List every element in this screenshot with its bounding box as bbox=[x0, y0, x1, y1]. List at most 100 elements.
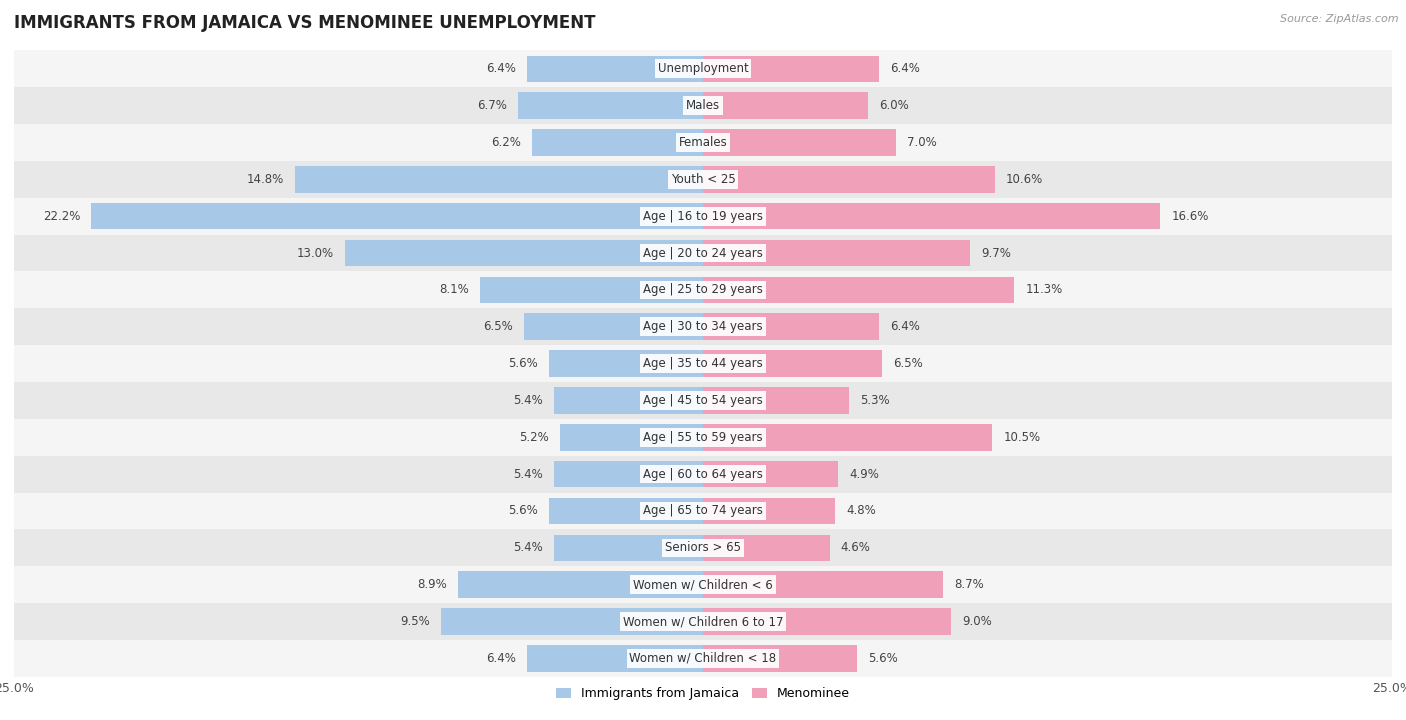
Text: 5.6%: 5.6% bbox=[508, 357, 537, 370]
Bar bbox=[703, 608, 950, 635]
Bar bbox=[703, 498, 835, 524]
Bar bbox=[441, 608, 703, 635]
Text: 6.5%: 6.5% bbox=[484, 320, 513, 333]
Text: 11.3%: 11.3% bbox=[1025, 284, 1063, 297]
Bar bbox=[14, 124, 1392, 161]
Bar bbox=[703, 387, 849, 414]
Bar bbox=[14, 492, 1392, 529]
Bar bbox=[703, 203, 1160, 230]
Text: 5.3%: 5.3% bbox=[860, 394, 890, 407]
Bar bbox=[14, 345, 1392, 382]
Bar bbox=[14, 161, 1392, 198]
Bar bbox=[14, 640, 1392, 677]
Text: 7.0%: 7.0% bbox=[907, 136, 936, 149]
Bar bbox=[14, 198, 1392, 235]
Text: 4.9%: 4.9% bbox=[849, 468, 879, 481]
Text: 6.4%: 6.4% bbox=[485, 652, 516, 665]
Bar bbox=[703, 351, 882, 377]
Bar bbox=[703, 645, 858, 672]
Bar bbox=[548, 498, 703, 524]
Text: 6.5%: 6.5% bbox=[893, 357, 922, 370]
Text: Youth < 25: Youth < 25 bbox=[671, 173, 735, 186]
Text: Women w/ Children 6 to 17: Women w/ Children 6 to 17 bbox=[623, 615, 783, 628]
Text: 9.0%: 9.0% bbox=[962, 615, 991, 628]
Legend: Immigrants from Jamaica, Menominee: Immigrants from Jamaica, Menominee bbox=[551, 682, 855, 705]
Text: Age | 25 to 29 years: Age | 25 to 29 years bbox=[643, 284, 763, 297]
Text: 6.0%: 6.0% bbox=[879, 99, 910, 112]
Bar bbox=[703, 55, 879, 82]
Text: Unemployment: Unemployment bbox=[658, 63, 748, 76]
Bar bbox=[531, 130, 703, 156]
Bar bbox=[14, 308, 1392, 345]
Text: Age | 20 to 24 years: Age | 20 to 24 years bbox=[643, 246, 763, 259]
Text: Seniors > 65: Seniors > 65 bbox=[665, 541, 741, 554]
Text: 5.4%: 5.4% bbox=[513, 541, 543, 554]
Text: Age | 16 to 19 years: Age | 16 to 19 years bbox=[643, 210, 763, 222]
Text: 5.4%: 5.4% bbox=[513, 394, 543, 407]
Text: 8.7%: 8.7% bbox=[953, 578, 984, 591]
Bar bbox=[295, 166, 703, 193]
Text: 22.2%: 22.2% bbox=[42, 210, 80, 222]
Text: 10.5%: 10.5% bbox=[1004, 431, 1040, 444]
Text: 5.6%: 5.6% bbox=[508, 505, 537, 518]
Text: 4.6%: 4.6% bbox=[841, 541, 870, 554]
Bar bbox=[554, 461, 703, 487]
Text: 16.6%: 16.6% bbox=[1171, 210, 1209, 222]
Bar bbox=[548, 351, 703, 377]
Bar bbox=[560, 424, 703, 451]
Text: 6.7%: 6.7% bbox=[478, 99, 508, 112]
Text: 13.0%: 13.0% bbox=[297, 246, 333, 259]
Text: 8.9%: 8.9% bbox=[418, 578, 447, 591]
Text: Age | 65 to 74 years: Age | 65 to 74 years bbox=[643, 505, 763, 518]
Text: 9.7%: 9.7% bbox=[981, 246, 1011, 259]
Text: 5.2%: 5.2% bbox=[519, 431, 548, 444]
Bar bbox=[703, 424, 993, 451]
Text: Males: Males bbox=[686, 99, 720, 112]
Text: Age | 60 to 64 years: Age | 60 to 64 years bbox=[643, 468, 763, 481]
Text: 5.4%: 5.4% bbox=[513, 468, 543, 481]
Bar bbox=[703, 534, 830, 561]
Bar bbox=[703, 240, 970, 266]
Text: Source: ZipAtlas.com: Source: ZipAtlas.com bbox=[1281, 14, 1399, 24]
Bar bbox=[458, 572, 703, 598]
Bar bbox=[91, 203, 703, 230]
Text: 14.8%: 14.8% bbox=[247, 173, 284, 186]
Text: Women w/ Children < 6: Women w/ Children < 6 bbox=[633, 578, 773, 591]
Bar bbox=[14, 87, 1392, 124]
Text: Age | 30 to 34 years: Age | 30 to 34 years bbox=[643, 320, 763, 333]
Text: Age | 55 to 59 years: Age | 55 to 59 years bbox=[643, 431, 763, 444]
Text: Women w/ Children < 18: Women w/ Children < 18 bbox=[630, 652, 776, 665]
Text: 6.4%: 6.4% bbox=[890, 320, 921, 333]
Text: 8.1%: 8.1% bbox=[439, 284, 468, 297]
Text: IMMIGRANTS FROM JAMAICA VS MENOMINEE UNEMPLOYMENT: IMMIGRANTS FROM JAMAICA VS MENOMINEE UNE… bbox=[14, 14, 596, 32]
Bar bbox=[527, 645, 703, 672]
Bar bbox=[554, 387, 703, 414]
Text: Age | 45 to 54 years: Age | 45 to 54 years bbox=[643, 394, 763, 407]
Text: 10.6%: 10.6% bbox=[1007, 173, 1043, 186]
Bar bbox=[703, 461, 838, 487]
Text: 4.8%: 4.8% bbox=[846, 505, 876, 518]
Bar bbox=[527, 55, 703, 82]
Bar bbox=[14, 529, 1392, 566]
Bar bbox=[14, 235, 1392, 271]
Bar bbox=[479, 276, 703, 303]
Bar bbox=[703, 313, 879, 340]
Text: 9.5%: 9.5% bbox=[401, 615, 430, 628]
Text: 5.6%: 5.6% bbox=[869, 652, 898, 665]
Bar bbox=[703, 130, 896, 156]
Bar bbox=[554, 534, 703, 561]
Bar bbox=[519, 92, 703, 119]
Bar bbox=[14, 382, 1392, 419]
Bar bbox=[703, 92, 869, 119]
Bar bbox=[703, 572, 943, 598]
Text: 6.4%: 6.4% bbox=[485, 63, 516, 76]
Bar bbox=[524, 313, 703, 340]
Text: 6.4%: 6.4% bbox=[890, 63, 921, 76]
Text: Females: Females bbox=[679, 136, 727, 149]
Bar bbox=[344, 240, 703, 266]
Text: 6.2%: 6.2% bbox=[491, 136, 522, 149]
Bar bbox=[14, 419, 1392, 456]
Bar bbox=[14, 50, 1392, 87]
Text: Age | 35 to 44 years: Age | 35 to 44 years bbox=[643, 357, 763, 370]
Bar bbox=[14, 456, 1392, 492]
